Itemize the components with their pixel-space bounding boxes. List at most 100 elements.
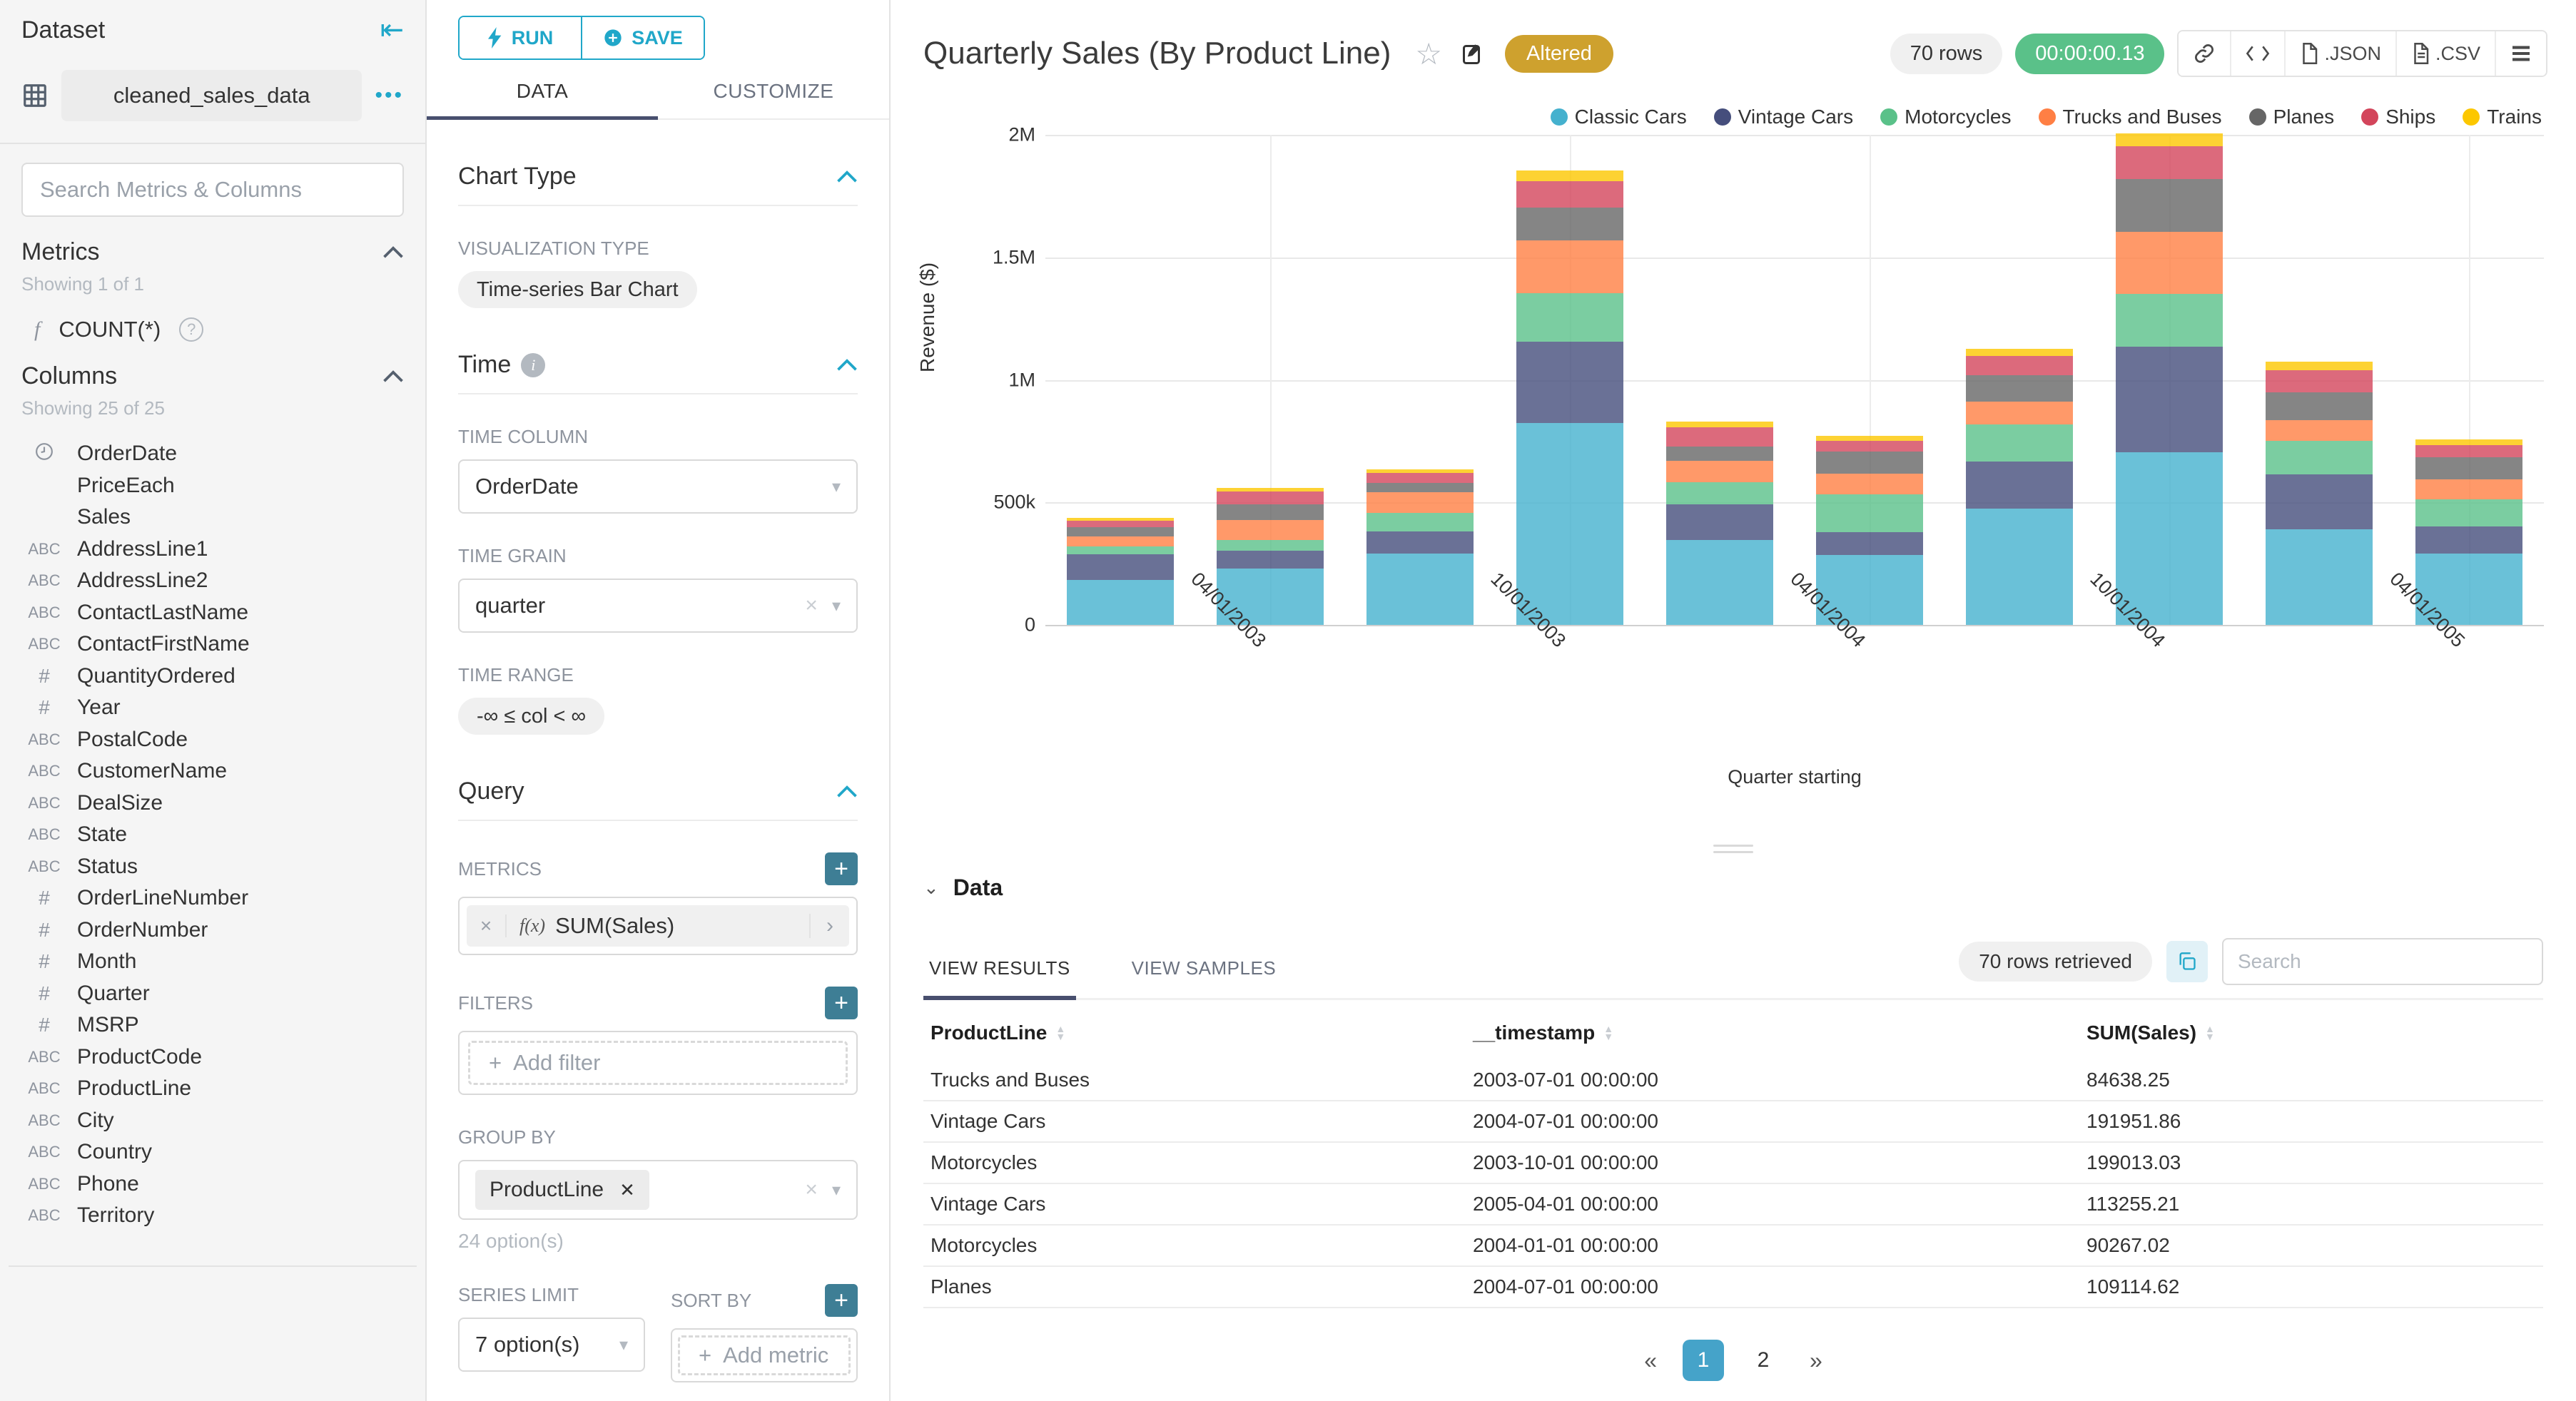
column-list-item[interactable]: PriceEach (21, 470, 404, 502)
time-column-select[interactable]: OrderDate ▾ (458, 459, 858, 514)
column-list-item[interactable]: ABC PostalCode (21, 724, 404, 756)
table-row: Trucks and Buses 2003-07-01 00:00:00 84638… (923, 1060, 2543, 1101)
sort-icon[interactable]: ▲ ▼ (1603, 1022, 1614, 1042)
save-button[interactable]: SAVE (581, 17, 704, 58)
legend-item[interactable]: Ships (2361, 106, 2435, 128)
tab-view-results[interactable]: VIEW RESULTS (923, 957, 1076, 1000)
column-list-item[interactable]: # Month (21, 946, 404, 978)
column-list-item[interactable]: ABC City (21, 1105, 404, 1137)
pagination-next[interactable]: » (1810, 1347, 1822, 1373)
column-list-item[interactable]: ABC Country (21, 1136, 404, 1168)
tab-customize[interactable]: CUSTOMIZE (713, 80, 834, 102)
chevron-up-icon[interactable] (382, 245, 404, 259)
remove-chip-icon[interactable]: ✕ (619, 1178, 635, 1201)
run-button[interactable]: RUN (460, 17, 581, 58)
add-metric-button[interactable]: + (825, 852, 858, 885)
chevron-right-icon[interactable]: › (809, 914, 849, 938)
time-range-value[interactable]: -∞ ≤ col < ∞ (458, 698, 605, 735)
filters-container: + Add filter (458, 1031, 858, 1095)
legend-item[interactable]: Classic Cars (1550, 106, 1687, 128)
collapse-sidebar-icon[interactable]: ⇤ (380, 14, 404, 46)
chevron-up-icon[interactable] (382, 370, 404, 383)
results-search-input[interactable] (2238, 950, 2527, 973)
sort-icon[interactable]: ▲ ▼ (1055, 1022, 1066, 1042)
tab-data[interactable]: DATA (427, 80, 658, 120)
sort-icon[interactable]: ▲ ▼ (2205, 1022, 2215, 1042)
add-sort-metric-button[interactable]: + (825, 1284, 858, 1317)
bar-segment-motorcycles (1516, 292, 1623, 342)
column-list-item[interactable]: ABC ProductLine (21, 1073, 404, 1105)
column-list-item[interactable]: # Quarter (21, 978, 404, 1010)
export-json-button[interactable]: .JSON (2284, 31, 2395, 76)
metrics-columns-search-input[interactable] (40, 177, 385, 203)
chart-menu-button[interactable] (2495, 31, 2546, 76)
column-list-item[interactable]: Sales (21, 501, 404, 534)
dataset-name-chip[interactable]: cleaned_sales_data (61, 70, 362, 121)
group-by-chip[interactable]: ProductLine ✕ (475, 1170, 649, 1210)
embed-code-button[interactable] (2230, 31, 2285, 76)
column-list-item[interactable]: # MSRP (21, 1009, 404, 1041)
legend-item[interactable]: Trains (2463, 106, 2542, 128)
copy-data-button[interactable] (2166, 941, 2208, 982)
legend-label: Planes (2273, 106, 2335, 128)
altered-badge[interactable]: Altered (1505, 34, 1613, 73)
column-list-item[interactable]: ABC CustomerName (21, 755, 404, 788)
pagination-page-2[interactable]: 2 (1757, 1348, 1770, 1372)
collapse-data-chevron-icon[interactable]: ⌄ (923, 877, 939, 898)
column-header-label: __timestamp (1473, 1022, 1596, 1044)
column-list-item[interactable]: ABC ContactFirstName (21, 628, 404, 661)
time-grain-select[interactable]: quarter × ▾ (458, 579, 858, 633)
column-list-item[interactable]: ABC Territory (21, 1200, 404, 1232)
column-list-item[interactable]: # Year (21, 692, 404, 724)
add-filter-button[interactable]: + (825, 987, 858, 1019)
copy-link-button[interactable] (2179, 31, 2231, 76)
group-by-select[interactable]: ProductLine ✕ × ▾ (458, 1160, 858, 1220)
table-row: Vintage Cars 2004-07-01 00:00:00 191951.86 (923, 1101, 2543, 1143)
remove-metric-icon[interactable]: × (467, 915, 507, 937)
export-csv-button[interactable]: .CSV (2395, 31, 2495, 76)
legend-item[interactable]: Vintage Cars (1713, 106, 1853, 128)
column-list-item[interactable]: ABC State (21, 819, 404, 851)
tab-view-samples[interactable]: VIEW SAMPLES (1131, 957, 1277, 979)
add-filter-dropzone[interactable]: + Add filter (468, 1041, 848, 1085)
bar-segment-classic-cars (2266, 529, 2373, 625)
gridline (1045, 135, 2544, 136)
column-list-item[interactable]: ABC AddressLine2 (21, 565, 404, 597)
column-list-item[interactable]: ABC AddressLine1 (21, 534, 404, 566)
column-list-item[interactable]: ABC Phone (21, 1168, 404, 1201)
filters-label: FILTERS (458, 992, 533, 1014)
column-list-item[interactable]: # OrderLineNumber (21, 882, 404, 915)
chevron-up-icon[interactable] (836, 170, 858, 183)
favorite-star-icon[interactable]: ☆ (1415, 36, 1443, 71)
column-list-item[interactable]: OrderDate (21, 438, 404, 470)
chevron-up-icon[interactable] (836, 785, 858, 798)
clear-icon[interactable]: × (805, 1178, 818, 1201)
column-list-item[interactable]: # OrderNumber (21, 915, 404, 947)
bar-segment-ships (1816, 440, 1923, 452)
column-list-item[interactable]: ABC ContactLastName (21, 597, 404, 629)
column-list-item[interactable]: ABC ProductCode (21, 1041, 404, 1074)
chevron-up-icon[interactable] (836, 358, 858, 372)
pagination-page-1[interactable]: 1 (1683, 1340, 1724, 1381)
panel-resize-handle[interactable] (1713, 840, 1753, 857)
table-column-header[interactable]: ProductLine ▲ ▼ (930, 1022, 1473, 1044)
metric-chip-sum-sales[interactable]: × f(x) SUM(Sales) › (467, 905, 849, 947)
column-list-item[interactable]: ABC Status (21, 851, 404, 883)
column-list-item[interactable]: ABC DealSize (21, 788, 404, 820)
metric-list-item[interactable]: f COUNT(*) ? (34, 317, 404, 342)
table-column-header[interactable]: SUM(Sales) ▲ ▼ (2086, 1022, 2543, 1044)
chart-panel: Quarterly Sales (By Product Line) ☆ Alte… (891, 0, 2576, 1401)
add-sort-metric-dropzone[interactable]: + Add metric (678, 1335, 851, 1375)
dataset-options-menu[interactable]: ••• (375, 83, 404, 107)
column-list-item[interactable]: # QuantityOrdered (21, 661, 404, 693)
legend-item[interactable]: Trucks and Buses (2038, 106, 2222, 128)
table-column-header[interactable]: __timestamp ▲ ▼ (1473, 1022, 2086, 1044)
series-limit-select[interactable]: 7 option(s) ▾ (458, 1318, 645, 1372)
edit-title-icon[interactable] (1461, 41, 1486, 66)
legend-item[interactable]: Motorcycles (1880, 106, 2012, 128)
columns-list: OrderDate PriceEach Sales ABC AddressLine1 AB… (21, 438, 404, 1232)
pagination-prev[interactable]: « (1644, 1347, 1657, 1373)
legend-item[interactable]: Planes (2248, 106, 2335, 128)
clear-icon[interactable]: × (805, 593, 818, 617)
visualization-type-value[interactable]: Time-series Bar Chart (458, 271, 697, 308)
